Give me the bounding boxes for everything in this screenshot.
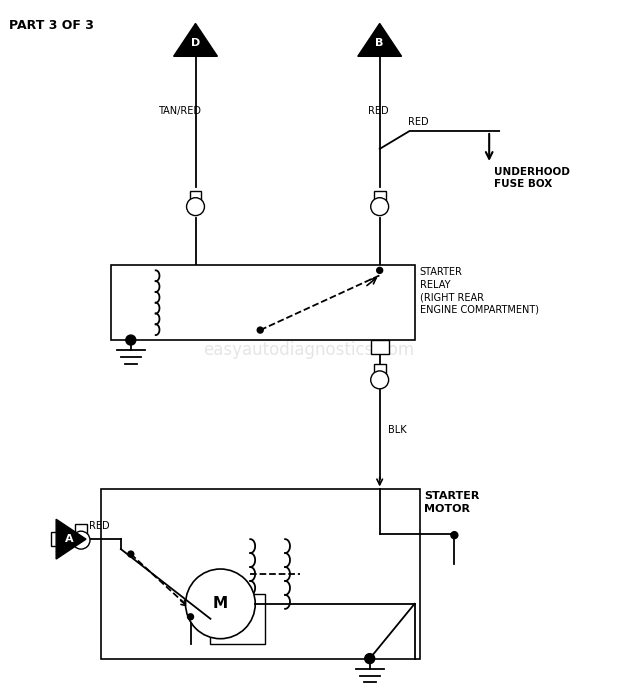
Text: STARTER
MOTOR: STARTER MOTOR: [425, 491, 480, 514]
Circle shape: [128, 551, 133, 557]
Circle shape: [126, 335, 136, 345]
Circle shape: [365, 654, 375, 664]
Circle shape: [371, 197, 389, 216]
Text: UNDERHOOD
FUSE BOX: UNDERHOOD FUSE BOX: [494, 167, 570, 189]
Bar: [111, 265, 415, 340]
Bar: [371, 340, 389, 354]
Text: TAN/RED: TAN/RED: [158, 106, 201, 116]
Text: RED: RED: [89, 522, 109, 531]
Bar: [211, 594, 265, 644]
Circle shape: [187, 197, 205, 216]
Circle shape: [187, 614, 193, 620]
Text: PART 3 OF 3: PART 3 OF 3: [9, 20, 94, 32]
Bar: [374, 364, 386, 376]
Text: M: M: [213, 596, 228, 611]
Text: B: B: [376, 38, 384, 48]
Bar: [75, 524, 87, 536]
Text: RED: RED: [407, 117, 428, 127]
Text: A: A: [65, 534, 74, 544]
Bar: [101, 489, 420, 659]
Circle shape: [185, 569, 255, 638]
Polygon shape: [174, 24, 218, 56]
Bar: [374, 190, 386, 203]
Text: STARTER
RELAY
(RIGHT REAR
ENGINE COMPARTMENT): STARTER RELAY (RIGHT REAR ENGINE COMPART…: [420, 267, 538, 314]
Text: RED: RED: [368, 106, 388, 116]
Circle shape: [377, 267, 383, 273]
Circle shape: [257, 327, 263, 333]
Circle shape: [72, 531, 90, 549]
Text: easyautodiagnostics.com: easyautodiagnostics.com: [203, 341, 415, 359]
Text: D: D: [191, 38, 200, 48]
Circle shape: [371, 371, 389, 388]
Polygon shape: [56, 519, 86, 559]
Bar: [51, 532, 65, 546]
Text: BLK: BLK: [387, 425, 406, 435]
Polygon shape: [358, 24, 402, 56]
Circle shape: [451, 532, 458, 538]
Bar: [190, 190, 201, 203]
